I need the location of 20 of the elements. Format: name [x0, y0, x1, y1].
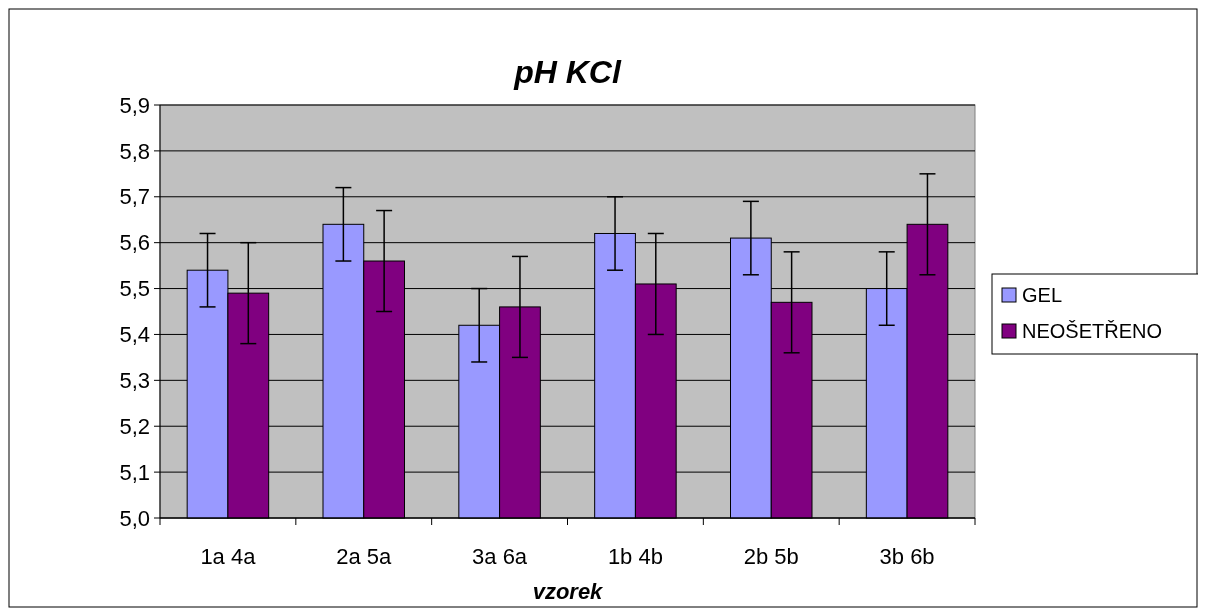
x-axis-title: vzorek — [532, 579, 605, 604]
y-tick-label: 5,0 — [119, 505, 150, 531]
y-tick-label: 5,7 — [119, 184, 150, 210]
x-tick-label: 1b 4b — [607, 544, 663, 569]
y-tick-label: 5,5 — [119, 276, 150, 302]
x-tick-label: 3a 6a — [472, 544, 528, 569]
y-tick-label: 5,9 — [119, 92, 150, 118]
y-tick-label: 5,8 — [119, 138, 150, 164]
x-tick-label: 1a 4a — [200, 544, 257, 569]
x-tick-label: 2a 5a — [336, 544, 393, 569]
x-tick-label: 2b 5b — [743, 544, 799, 569]
chart-title: pH KCl — [513, 54, 622, 90]
x-tick-label: 3b 6b — [879, 544, 935, 569]
legend-label: GEL — [1022, 284, 1063, 306]
legend-label: NEOŠETŘENO — [1022, 320, 1163, 342]
y-tick-label: 5,4 — [119, 322, 150, 348]
y-tick-label: 5,3 — [119, 368, 150, 394]
y-tick-label: 5,1 — [119, 459, 150, 485]
y-tick-label: 5,6 — [119, 230, 150, 256]
y-tick-label: 5,2 — [119, 413, 150, 439]
